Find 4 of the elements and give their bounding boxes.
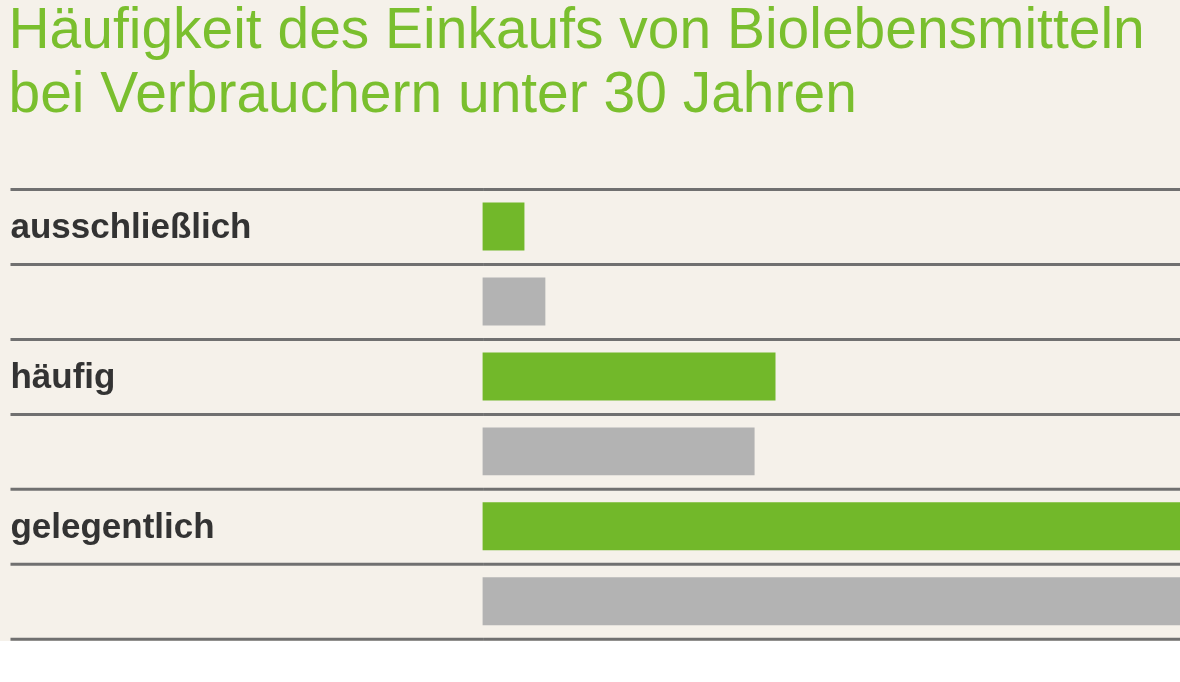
y-tick-label: häufig [10,355,116,395]
chart-title: Häufigkeit des Einkaufs von Biolebensmitteln bei Verbrauchern unter 30 Jahren [8,0,1145,125]
y-tick-label: gelegentlich [10,505,215,545]
y-tick-label: ausschließlich [10,206,252,246]
